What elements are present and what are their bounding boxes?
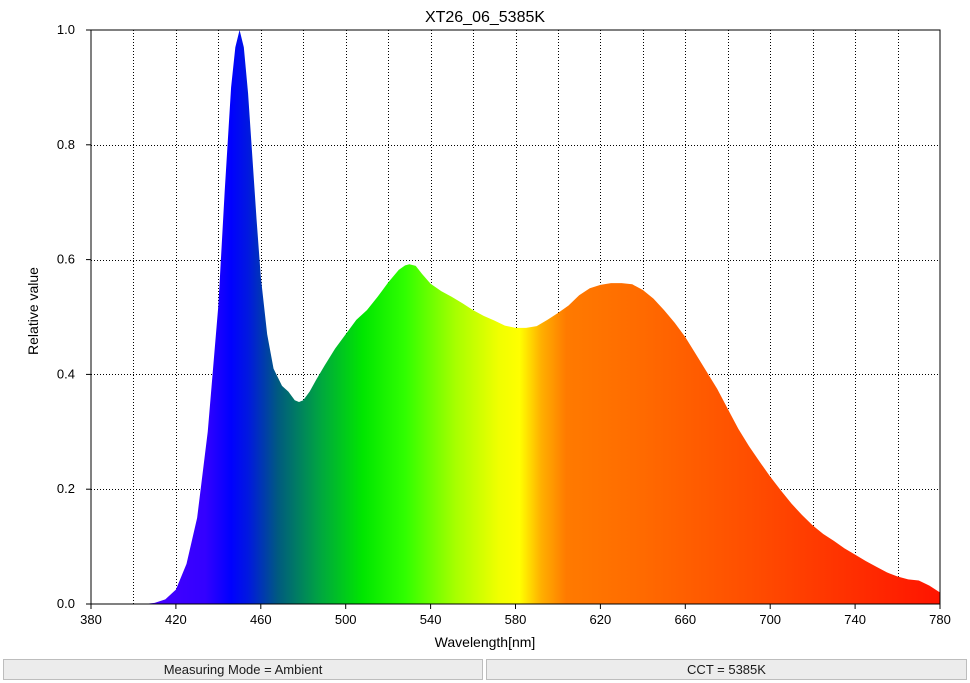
x-tick-label: 620	[590, 612, 612, 627]
cct-status: CCT = 5385K	[486, 659, 967, 680]
measuring-mode-status: Measuring Mode = Ambient	[3, 659, 483, 680]
y-tick-label: 1.0	[57, 22, 75, 37]
y-axis-label: Relative value	[25, 267, 41, 355]
x-tick-label: 540	[420, 612, 442, 627]
y-tick-label: 0.0	[57, 596, 75, 611]
chart-title: XT26_06_5385K	[425, 9, 545, 26]
y-axis-ticks: 0.0 0.2 0.4 0.6 0.8 1.0	[57, 22, 91, 611]
y-tick-label: 0.2	[57, 481, 75, 496]
y-tick-label: 0.4	[57, 366, 75, 381]
x-tick-label: 380	[80, 612, 102, 627]
x-axis-label: Wavelength[nm]	[435, 634, 536, 650]
spectrum-area	[91, 30, 940, 604]
x-tick-label: 500	[335, 612, 357, 627]
x-tick-label: 780	[929, 612, 951, 627]
x-tick-label: 660	[674, 612, 696, 627]
x-tick-label: 700	[759, 612, 781, 627]
x-tick-label: 420	[165, 612, 187, 627]
x-tick-label: 580	[505, 612, 527, 627]
x-tick-label: 740	[844, 612, 866, 627]
spectrum-chart: 380 420 460 500 540 580 620 660 700 740 780 0.0 0.2…	[25, 9, 951, 650]
x-axis-ticks: 380 420 460 500 540 580 620 660 700 740 780	[80, 604, 951, 627]
y-tick-label: 0.6	[57, 252, 75, 267]
status-bar: Measuring Mode = Ambient CCT = 5385K	[0, 658, 970, 683]
x-tick-label: 460	[250, 612, 272, 627]
y-tick-label: 0.8	[57, 137, 75, 152]
